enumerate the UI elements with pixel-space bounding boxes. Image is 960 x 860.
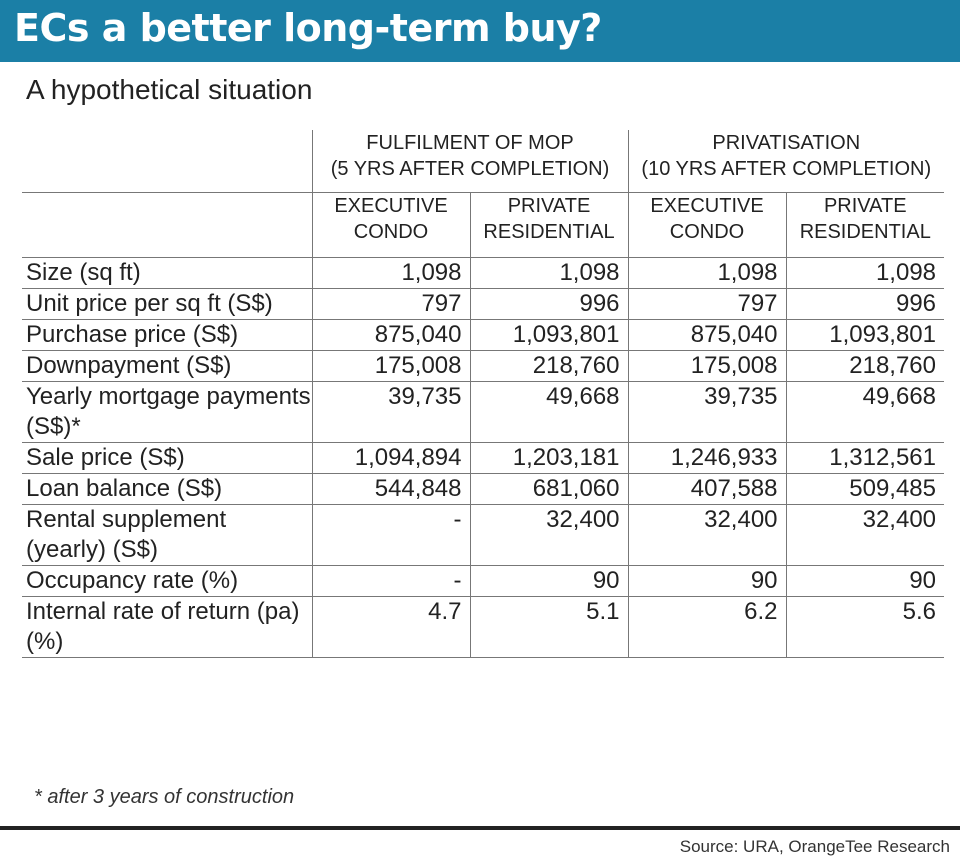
table-cell: 90 <box>627 565 787 597</box>
table-cell: 509,485 <box>785 473 945 505</box>
sub-header-private-mop: PRIVATE RESIDENTIAL <box>469 192 629 258</box>
table-cell: 1,246,933 <box>627 442 787 474</box>
table-cell: 875,040 <box>311 319 470 351</box>
sub-header-row: EXECUTIVE CONDO PRIVATE RESIDENTIAL EXEC… <box>22 192 945 258</box>
sub-header-ec-mop: EXECUTIVE CONDO <box>311 192 470 258</box>
table-cell: 6.2 <box>627 596 787 658</box>
sub-header-line2: CONDO <box>669 221 745 243</box>
table-row: Yearly mortgage payments (S$)* 39,735 49,6… <box>22 381 945 443</box>
sub-header-line2: CONDO <box>353 221 429 243</box>
group-header-line2: (5 YRS AFTER COMPLETION) <box>330 158 610 180</box>
bottom-rule <box>0 826 960 830</box>
table-row: Purchase price (S$) 875,040 1,093,801 875,0… <box>22 319 945 351</box>
table-row: Unit price per sq ft (S$) 797 996 797 996 <box>22 288 945 320</box>
row-label: Downpayment (S$) <box>22 350 312 382</box>
table-body: Size (sq ft) 1,098 1,098 1,098 1,098 Unit pri… <box>22 257 945 658</box>
table-cell: 90 <box>469 565 629 597</box>
group-header-line1: FULFILMENT OF MOP <box>366 132 574 154</box>
table-cell: 797 <box>627 288 787 320</box>
table-row: Internal rate of return (pa) (%) 4.7 5.1 6.… <box>22 596 945 658</box>
table-cell: 218,760 <box>785 350 945 382</box>
table-row: Sale price (S$) 1,094,894 1,203,181 1,246,9… <box>22 442 945 474</box>
table-cell: 218,760 <box>469 350 629 382</box>
table-cell: 1,093,801 <box>785 319 945 351</box>
group-header-line2: (10 YRS AFTER COMPLETION) <box>641 158 932 180</box>
table-cell: 407,588 <box>627 473 787 505</box>
sub-header-line2: RESIDENTIAL <box>799 221 931 243</box>
table-row: Loan balance (S$) 544,848 681,060 407,588 50… <box>22 473 945 505</box>
row-label: Sale price (S$) <box>22 442 312 474</box>
table-cell: 681,060 <box>469 473 629 505</box>
table-cell: 32,400 <box>627 504 787 566</box>
group-header-row: FULFILMENT OF MOP (5 YRS AFTER COMPLETIO… <box>22 130 945 193</box>
table-cell: 49,668 <box>785 381 945 443</box>
group-header-mop: FULFILMENT OF MOP (5 YRS AFTER COMPLETIO… <box>311 130 629 193</box>
table-cell: - <box>311 565 470 597</box>
table-cell: 5.6 <box>785 596 945 658</box>
table-cell: 32,400 <box>469 504 629 566</box>
table-cell: 797 <box>311 288 470 320</box>
table-cell: 39,735 <box>627 381 787 443</box>
corner-cell <box>22 192 312 258</box>
table-cell: 1,094,894 <box>311 442 470 474</box>
table-cell: 1,093,801 <box>469 319 629 351</box>
sub-header-private-privatisation: PRIVATE RESIDENTIAL <box>785 192 945 258</box>
row-label: Yearly mortgage payments (S$)* <box>22 381 312 443</box>
row-label: Purchase price (S$) <box>22 319 312 351</box>
table-cell: 90 <box>785 565 945 597</box>
row-label: Unit price per sq ft (S$) <box>22 288 312 320</box>
sub-header-line1: PRIVATE <box>823 195 907 217</box>
table-cell: 175,008 <box>311 350 470 382</box>
table-cell: 875,040 <box>627 319 787 351</box>
table-cell: 4.7 <box>311 596 470 658</box>
page-title: ECs a better long-term buy? <box>14 6 602 50</box>
sub-header-line1: EXECUTIVE <box>650 195 764 217</box>
sub-header-line1: EXECUTIVE <box>334 195 448 217</box>
table-cell: 996 <box>469 288 629 320</box>
table-cell: 49,668 <box>469 381 629 443</box>
row-label: Size (sq ft) <box>22 257 312 289</box>
table-cell: 1,098 <box>469 257 629 289</box>
sub-header-line1: PRIVATE <box>507 195 591 217</box>
table-cell: 1,098 <box>785 257 945 289</box>
group-header-privatisation: PRIVATISATION (10 YRS AFTER COMPLETION) <box>627 130 945 193</box>
row-label: Internal rate of return (pa) (%) <box>22 596 312 658</box>
table-row: Rental supplement (yearly) (S$) -32,400 32… <box>22 504 945 566</box>
table-cell: 1,098 <box>627 257 787 289</box>
table-row: Size (sq ft) 1,098 1,098 1,098 1,098 <box>22 257 945 289</box>
table-cell: - <box>311 504 470 566</box>
source-credit: Source: URA, OrangeTee Research <box>679 837 950 856</box>
row-label: Loan balance (S$) <box>22 473 312 505</box>
sub-header-ec-privatisation: EXECUTIVE CONDO <box>627 192 787 258</box>
corner-cell <box>22 130 312 193</box>
table-cell: 1,203,181 <box>469 442 629 474</box>
table-cell: 1,098 <box>311 257 470 289</box>
row-label: Rental supplement (yearly) (S$) <box>22 504 312 566</box>
table-cell: 544,848 <box>311 473 470 505</box>
table-cell: 5.1 <box>469 596 629 658</box>
table-cell: 39,735 <box>311 381 470 443</box>
footnote: * after 3 years of construction <box>34 786 295 808</box>
title-bar: ECs a better long-term buy? <box>0 0 960 62</box>
table-cell: 1,312,561 <box>785 442 945 474</box>
table-row: Downpayment (S$) 175,008 218,760 175,008 218… <box>22 350 945 382</box>
group-header-line1: PRIVATISATION <box>712 132 861 154</box>
row-label: Occupancy rate (%) <box>22 565 312 597</box>
table-row: Occupancy rate (%) -90 90 90 <box>22 565 945 597</box>
comparison-table: FULFILMENT OF MOP (5 YRS AFTER COMPLETIO… <box>22 130 945 658</box>
table-cell: 996 <box>785 288 945 320</box>
page-subtitle: A hypothetical situation <box>26 74 313 105</box>
table-cell: 32,400 <box>785 504 945 566</box>
table-cell: 175,008 <box>627 350 787 382</box>
sub-header-line2: RESIDENTIAL <box>483 221 615 243</box>
